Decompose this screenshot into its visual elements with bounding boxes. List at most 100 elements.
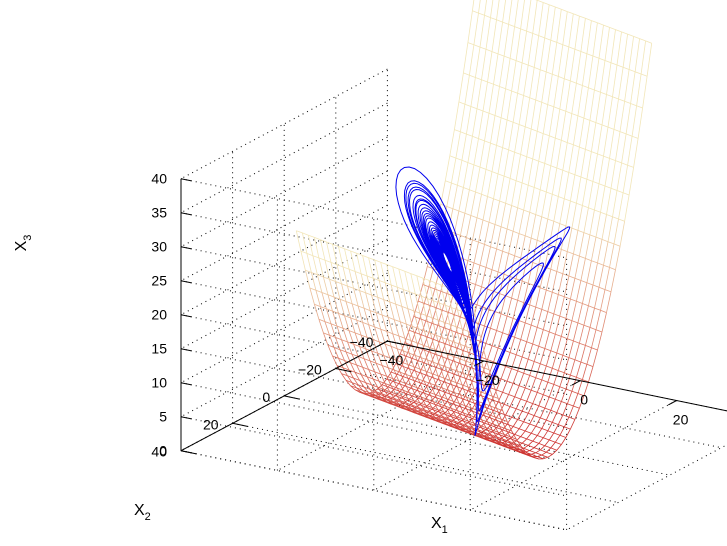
surface-edge: [580, 280, 588, 284]
surface-edge: [469, 375, 476, 379]
surface-edge: [519, 428, 526, 432]
surface-edge: [522, 280, 529, 284]
surface-edge: [523, 65, 529, 96]
surface-edge: [464, 75, 470, 105]
surface-edge: [476, 432, 484, 436]
surface-edge: [451, 307, 458, 311]
surface-edge: [344, 248, 351, 252]
surface-edge: [497, 432, 504, 440]
surface-edge: [500, 88, 506, 118]
surface-edge: [339, 299, 345, 316]
surface-edge: [524, 212, 531, 236]
surface-edge: [562, 11, 568, 45]
surface-edge: [428, 346, 436, 350]
surface-edge: [431, 317, 437, 336]
surface-edge: [321, 292, 329, 296]
surface-edge: [568, 340, 574, 358]
surface-edge: [410, 385, 416, 395]
surface-edge: [550, 399, 556, 411]
surface-edge: [612, 216, 619, 220]
surface-edge: [359, 380, 365, 388]
surface-edge: [454, 101, 460, 130]
surface-edge: [467, 260, 475, 264]
surface-edge: [547, 430, 554, 434]
surface-edge: [522, 452, 529, 456]
surface-edge: [579, 15, 586, 19]
surface-edge: [544, 348, 551, 352]
surface-edge: [473, 424, 481, 428]
surface-edge: [556, 167, 563, 171]
surface-edge: [506, 380, 514, 384]
surface-edge: [548, 384, 555, 398]
surface-edge: [345, 380, 351, 386]
surface-edge: [449, 383, 457, 387]
surface-edge: [368, 369, 374, 380]
surface-edge: [306, 253, 312, 273]
surface-edge: [610, 29, 616, 63]
surface-edge: [534, 67, 541, 71]
surface-edge: [421, 295, 428, 299]
surface-edge: [485, 267, 493, 271]
surface-edge: [431, 419, 439, 422]
surface-edge: [457, 309, 463, 329]
surface-edge: [579, 342, 586, 346]
z-tick-label: 5: [159, 409, 167, 425]
surface-edge: [547, 381, 554, 385]
surface-edge: [493, 423, 500, 427]
surface-edge: [400, 400, 407, 404]
surface-edge: [422, 284, 429, 288]
surface-edge: [342, 266, 350, 270]
surface-edge: [407, 399, 414, 403]
surface-edge: [470, 106, 478, 110]
surface-edge: [536, 309, 543, 328]
surface-edge: [540, 69, 547, 73]
surface-edge: [470, 215, 478, 219]
surface-edge: [323, 276, 330, 280]
surface-edge: [562, 273, 570, 277]
surface-edge: [573, 405, 580, 409]
surface-edge: [496, 389, 503, 393]
surface-edge: [497, 22, 503, 54]
surface-edge: [451, 307, 457, 327]
surface-edge: [554, 109, 561, 139]
surface-edge: [488, 414, 496, 418]
surface-edge: [344, 315, 351, 319]
surface-edge: [553, 220, 560, 224]
surface-edge: [487, 421, 494, 425]
surface-edge: [476, 410, 482, 420]
surface-edge: [433, 361, 440, 365]
surface-edge: [559, 296, 565, 317]
surface-edge: [422, 278, 428, 299]
surface-edge: [634, 71, 642, 75]
surface-edge: [362, 255, 369, 259]
surface-edge: [559, 198, 565, 224]
surface-edge: [312, 255, 320, 259]
surface-edge: [473, 422, 481, 426]
surface-edge: [366, 337, 374, 340]
surface-edge: [508, 431, 515, 435]
surface-edge: [493, 198, 500, 202]
surface-edge: [401, 397, 408, 401]
z-tick-label: 20: [151, 307, 167, 323]
surface-edge: [487, 288, 494, 292]
surface-edge: [466, 425, 472, 432]
surface-edge: [339, 298, 347, 302]
surface-edge: [517, 450, 524, 454]
surface-edge: [413, 310, 420, 314]
surface-edge: [607, 126, 615, 130]
surface-edge: [467, 42, 475, 46]
surface-edge: [455, 382, 463, 386]
surface-edge: [534, 415, 541, 419]
surface-edge: [473, 44, 481, 48]
surface-edge: [464, 189, 470, 214]
surface-edge: [582, 85, 589, 89]
surface-edge: [580, 149, 586, 178]
surface-edge: [363, 358, 371, 362]
surface-edge: [564, 296, 571, 300]
surface-edge: [538, 160, 545, 164]
surface-edge: [467, 422, 475, 426]
surface-edge: [378, 381, 385, 390]
surface-edge: [544, 439, 550, 446]
surface-edge: [490, 387, 497, 391]
surface-edge: [502, 438, 509, 442]
